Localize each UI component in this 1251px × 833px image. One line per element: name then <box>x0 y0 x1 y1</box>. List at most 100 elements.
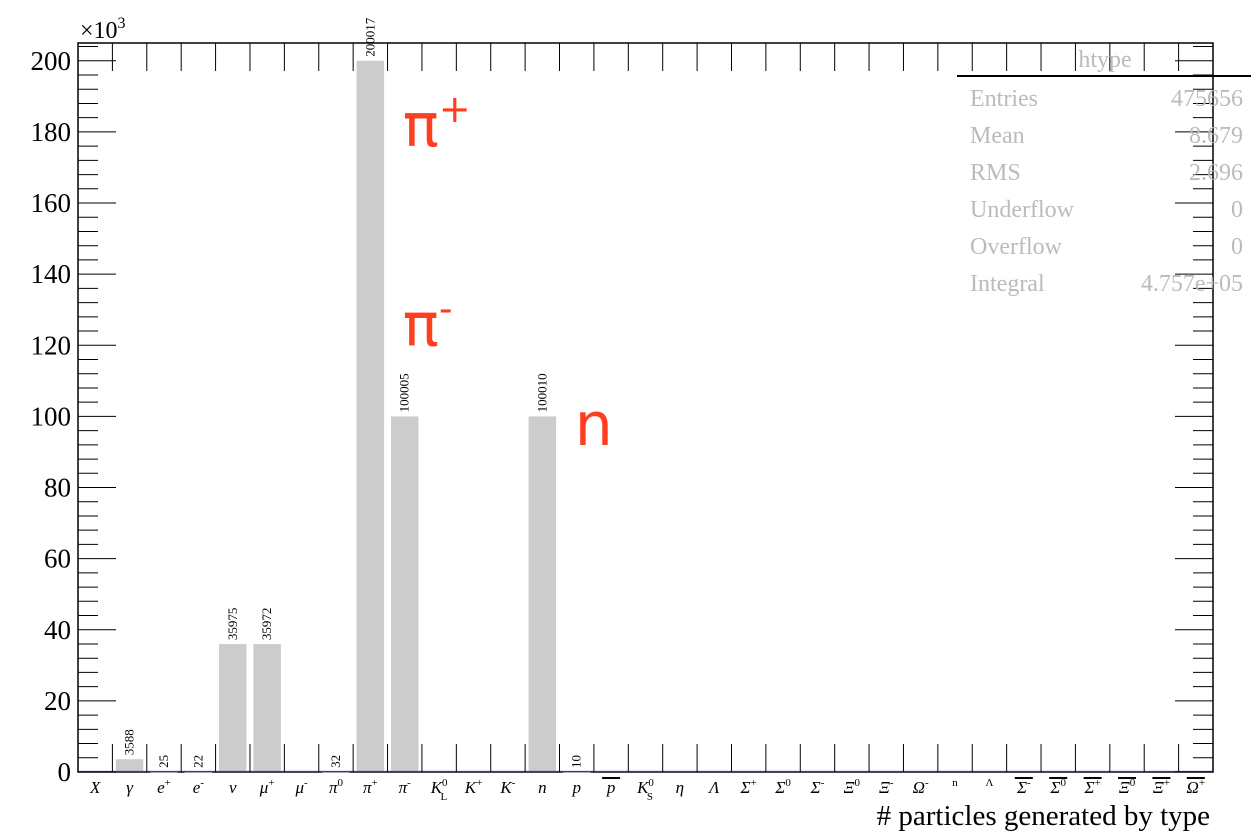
x-tick-label-sup: 0 <box>337 777 343 789</box>
annotation-base: n <box>575 390 613 460</box>
x-tick-label-base: π <box>363 778 372 797</box>
x-tick-label-sup: + <box>268 777 274 789</box>
x-tick-label-base: K <box>499 778 513 797</box>
x-tick-label-base: p <box>571 778 581 797</box>
x-tick-label: Ω- <box>913 777 929 797</box>
x-tick-label-base: p <box>606 778 616 797</box>
x-tick-label-text: p <box>571 778 581 797</box>
x-tick-label-text: π+ <box>363 777 378 797</box>
x-tick-label-sup: + <box>165 777 171 789</box>
x-tick-label-text: Ξ0 <box>1119 777 1136 797</box>
x-tick-label-text: K0 S <box>636 777 654 803</box>
x-tick-label: π+ <box>363 777 378 797</box>
bar <box>115 759 144 772</box>
stats-row-label: Overflow <box>970 234 1063 260</box>
x-tick-label-base: K <box>636 778 650 797</box>
stats-box: htype Entries 475656 Mean 8.679 RMS 2.696 Under… <box>957 47 1251 297</box>
bar <box>219 644 247 772</box>
x-tick-label-sup: - <box>1027 777 1031 789</box>
x-tick-label: n <box>538 778 547 797</box>
x-tick-label: Σ- <box>1014 777 1033 797</box>
x-tick-label-sup: - <box>925 777 929 789</box>
x-tick-label-base: Ξ <box>879 778 890 797</box>
x-tick-label-sup: 0 <box>648 777 654 789</box>
x-tick-label-base: π <box>329 778 338 797</box>
x-tick-label-base: ν <box>229 778 237 797</box>
x-tick-label-text: Λ <box>985 777 993 789</box>
stats-row-value: 2.696 <box>1189 160 1243 186</box>
data-label: 22 <box>190 755 205 768</box>
plot-border <box>77 42 1214 773</box>
x-tick-label-base: Σ <box>1049 778 1060 797</box>
x-tick-label: Ξ- <box>879 777 894 797</box>
y-tick-label: 120 <box>31 330 72 360</box>
x-tick-label: K+ <box>464 777 483 797</box>
y-tick-label: 100 <box>31 401 72 431</box>
x-tick-label: Ω+ <box>1187 777 1205 797</box>
y-tick-label: 60 <box>44 544 71 574</box>
x-tick-label-base: Λ <box>707 778 720 797</box>
x-tick-label: K0 S <box>636 777 654 803</box>
bar <box>184 771 213 773</box>
x-tick-label-text: p <box>606 778 616 797</box>
annotations: π+π-n <box>403 87 613 460</box>
x-tick-label-text: e- <box>193 777 205 797</box>
x-tick-label-sup: + <box>751 777 757 789</box>
data-label: 200017 <box>362 17 377 57</box>
y-tick-label: 200 <box>31 46 72 76</box>
stats-row-label: RMS <box>970 160 1021 186</box>
y-tick-label: 160 <box>31 188 72 218</box>
data-label: 100005 <box>397 373 412 412</box>
x-tick-label: Σ0 <box>1049 777 1068 797</box>
y-tick-label: 140 <box>31 259 72 289</box>
x-tick-label: Σ+ <box>740 777 757 797</box>
y-tick-label: 0 <box>58 757 72 787</box>
x-tick-label-sub: L <box>441 791 448 803</box>
x-tick-label-base: Σ <box>1083 778 1094 797</box>
x-tick-label-base: K <box>430 778 444 797</box>
bar <box>391 416 419 772</box>
x-tick-label-text: n <box>538 778 547 797</box>
y-tick-label: 20 <box>44 686 71 716</box>
x-tick-label-base: μ <box>259 778 269 797</box>
x-tick-label-text: μ- <box>294 777 308 797</box>
x-tick-label-text: Σ+ <box>740 777 757 797</box>
x-tick-label-text: n <box>952 777 958 789</box>
x-tick-label-sup: - <box>821 777 825 789</box>
x-tick-label-text: γ <box>126 778 134 797</box>
x-tick-label-text: π0 <box>329 777 344 797</box>
x-tick-label: Σ- <box>810 777 825 797</box>
x-tick-label-base: e <box>193 778 201 797</box>
stats-row-label: Integral <box>970 271 1045 297</box>
x-tick-label: π- <box>399 777 412 797</box>
x-tick-label-base: Ω <box>1187 778 1199 797</box>
data-label: 35975 <box>225 608 240 641</box>
x-tick-label-text: μ+ <box>259 777 275 797</box>
x-tick-label-text: Ω- <box>913 777 929 797</box>
bar <box>528 416 557 772</box>
x-tick-label: X <box>89 778 101 797</box>
data-label: 32 <box>328 755 343 768</box>
annotation-label: n <box>575 390 613 460</box>
x-tick-label-base: Ξ <box>844 778 855 797</box>
x-tick-label: K0 L <box>430 777 448 803</box>
x-tick-label-text: Σ0 <box>1049 777 1066 797</box>
y-scale-factor: ×103 <box>80 15 126 44</box>
x-tick-label: Σ+ <box>1083 777 1102 797</box>
x-tick-label-base: Ω <box>913 778 925 797</box>
stats-row-label: Mean <box>970 123 1025 149</box>
x-tick-label-sup: + <box>1095 777 1101 789</box>
annotation-base: π <box>403 91 439 161</box>
bar <box>322 771 350 773</box>
bar <box>356 60 385 772</box>
annotation-label: π+ <box>403 87 471 161</box>
stats-row-value: 4.757e+05 <box>1141 271 1243 297</box>
x-tick-label-text: π- <box>399 777 412 797</box>
x-tick-label-sup: - <box>512 777 516 789</box>
x-tick-label-sup: 0 <box>1061 777 1067 789</box>
x-tick-label-base: γ <box>126 778 134 797</box>
x-tick-label-sup: + <box>1164 777 1170 789</box>
x-tick-label: Σ0 <box>774 777 791 797</box>
x-tick-label-text: η <box>676 778 684 797</box>
